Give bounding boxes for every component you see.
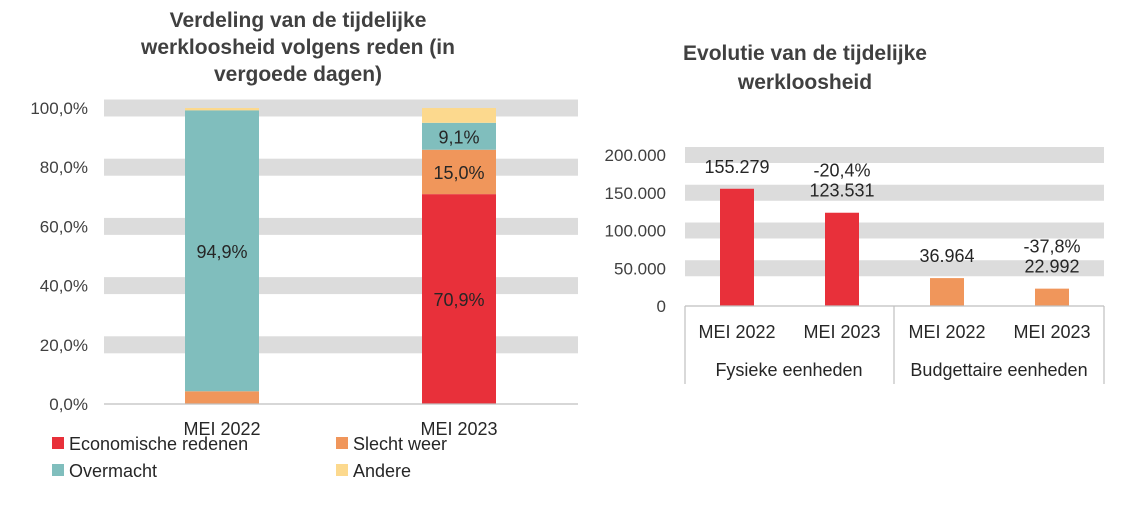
change-label: -37,8% bbox=[1023, 237, 1080, 257]
change-label: -20,4% bbox=[813, 161, 870, 181]
x-category-label: MEI 2022 bbox=[908, 322, 985, 342]
x-category-label: MEI 2023 bbox=[803, 322, 880, 342]
legend-label: Economische redenen bbox=[69, 434, 248, 454]
gridline-band bbox=[104, 336, 578, 354]
y-tick-label: 100.000 bbox=[605, 222, 666, 241]
bar bbox=[930, 278, 964, 306]
bar-chart-evolution: Evolutie van de tijdelijke werkloosheid 0 5… bbox=[605, 42, 1105, 384]
y-tick-label: 40,0% bbox=[40, 277, 88, 296]
stacked-bar-chart-reasons: Verdeling van de tijdelijke werkloosheid … bbox=[30, 9, 578, 481]
value-label: 123.531 bbox=[809, 181, 874, 201]
data-label: 15,0% bbox=[433, 163, 484, 183]
bar-segment-slecht-weer bbox=[185, 391, 259, 404]
bar bbox=[825, 212, 859, 306]
x-category-label: MEI 2023 bbox=[420, 419, 497, 439]
y-tick-label: 0,0% bbox=[49, 395, 88, 414]
gridline-band bbox=[104, 99, 578, 117]
value-label: 22.992 bbox=[1024, 257, 1079, 277]
bar-segment-andere bbox=[185, 108, 259, 111]
value-label: 36.964 bbox=[919, 246, 974, 266]
gridline-band bbox=[104, 158, 578, 176]
chart-title-line: Verdeling van de tijdelijke bbox=[170, 9, 427, 32]
bar-segment-economische-redenen bbox=[422, 194, 496, 404]
bar-segment-andere bbox=[422, 108, 496, 123]
bar-segment-overmacht bbox=[422, 122, 496, 150]
y-tick-label: 100,0% bbox=[30, 99, 88, 118]
legend-swatch bbox=[336, 464, 348, 476]
legend-label: Overmacht bbox=[69, 461, 157, 481]
bar-segment-slecht-weer bbox=[422, 149, 496, 195]
data-label: 94,9% bbox=[196, 242, 247, 262]
value-label: 155.279 bbox=[704, 157, 769, 177]
legend-swatch bbox=[336, 437, 348, 449]
gridline-band bbox=[685, 147, 1104, 163]
data-label: 9,1% bbox=[438, 127, 479, 147]
legend-label: Slecht weer bbox=[353, 434, 447, 454]
bar bbox=[1035, 288, 1069, 306]
gridline-band bbox=[104, 277, 578, 295]
group-label: Budgettaire eenheden bbox=[910, 360, 1087, 380]
legend-label: Andere bbox=[353, 461, 411, 481]
y-tick-label: 80,0% bbox=[40, 158, 88, 177]
gridline-band bbox=[104, 217, 578, 235]
x-category-label: MEI 2022 bbox=[698, 322, 775, 342]
y-tick-label: 60,0% bbox=[40, 217, 88, 236]
chart-title-line: werkloosheid volgens reden (in bbox=[140, 36, 455, 59]
x-category-label: MEI 2022 bbox=[183, 419, 260, 439]
bar bbox=[720, 188, 754, 306]
chart-title-line: Evolutie van de tijdelijke bbox=[683, 42, 927, 65]
legend-swatch bbox=[52, 437, 64, 449]
gridline-band bbox=[685, 222, 1104, 239]
x-category-label: MEI 2023 bbox=[1013, 322, 1090, 342]
group-label: Fysieke eenheden bbox=[715, 360, 862, 380]
gridline-band bbox=[685, 184, 1104, 201]
y-tick-label: 200.000 bbox=[605, 146, 666, 165]
data-label: 70,9% bbox=[433, 290, 484, 310]
legend-swatch bbox=[52, 464, 64, 476]
y-tick-label: 50.000 bbox=[614, 259, 666, 278]
y-tick-label: 150.000 bbox=[605, 184, 666, 203]
gridline-band bbox=[685, 260, 1104, 277]
y-tick-label: 0 bbox=[657, 297, 666, 316]
y-tick-label: 20,0% bbox=[40, 336, 88, 355]
chart-title-line: werkloosheid bbox=[737, 71, 872, 94]
chart-title-line: vergoede dagen) bbox=[214, 63, 382, 86]
bar-segment-overmacht bbox=[185, 110, 259, 392]
